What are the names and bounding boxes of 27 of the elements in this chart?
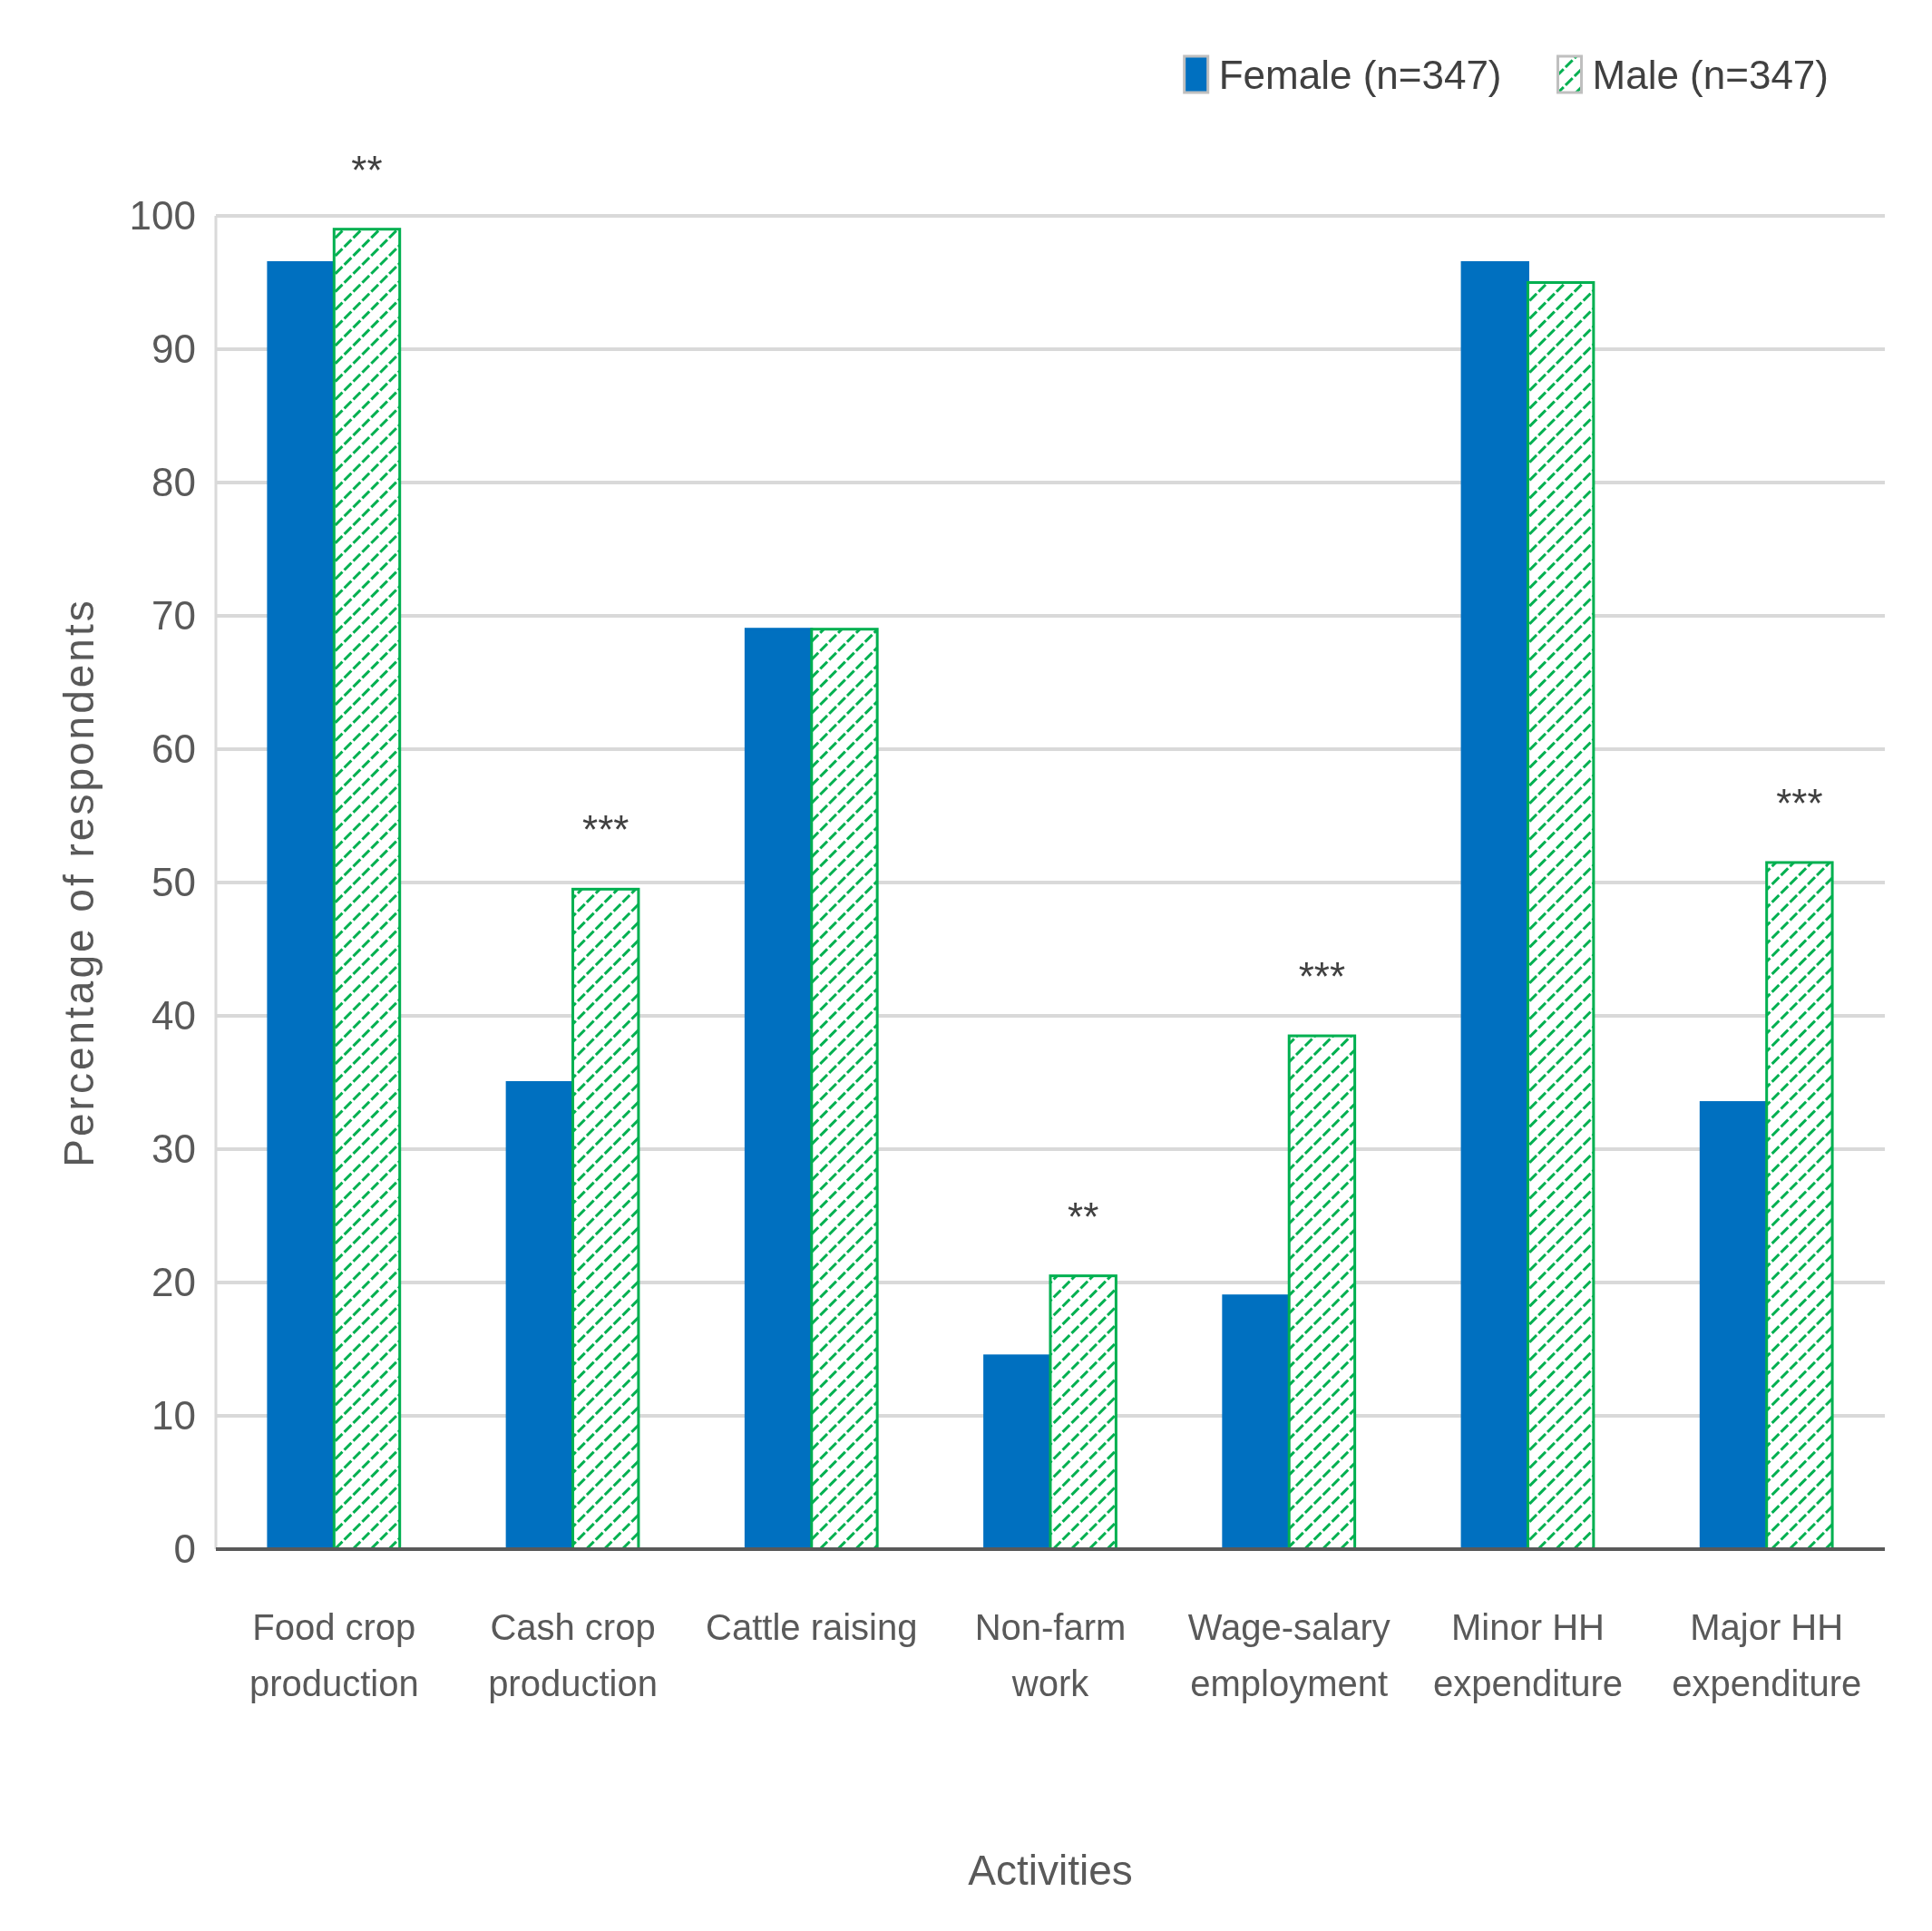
x-tick-label: Food crop production	[249, 1607, 419, 1703]
y-tick-label: 70	[151, 593, 196, 639]
legend-label: Female (n=347)	[1218, 53, 1502, 97]
y-tick-label: 40	[151, 993, 196, 1039]
legend-label: Male (n=347)	[1592, 53, 1830, 97]
y-tick-label: 10	[151, 1393, 196, 1438]
x-axis-title: Activities	[968, 1847, 1133, 1894]
y-tick-label: 0	[173, 1526, 196, 1572]
x-tick-label: Non-farm work	[974, 1607, 1127, 1703]
y-tick-label: 60	[151, 727, 196, 772]
x-tick-label: Cattle raising	[706, 1607, 918, 1647]
x-tick-label: Wage-salary employment	[1187, 1607, 1390, 1703]
y-tick-label: 30	[151, 1126, 196, 1172]
y-tick-label: 80	[151, 460, 196, 505]
y-tick-label: 90	[151, 327, 196, 372]
x-tick-label: Major HH expenditure	[1672, 1607, 1862, 1703]
annotation: **	[351, 147, 383, 192]
annotation: ***	[582, 807, 629, 853]
y-tick-label: 20	[151, 1260, 196, 1305]
y-axis-title: Percentage of respondents	[55, 598, 102, 1167]
x-tick-label: Minor HH expenditure	[1432, 1607, 1623, 1703]
y-tick-label: 50	[151, 860, 196, 905]
annotation: ***	[1776, 780, 1823, 825]
annotation: ***	[1298, 954, 1346, 1000]
y-tick-label: 100	[129, 193, 196, 239]
x-tick-label: Cash crop production	[488, 1607, 658, 1703]
annotation: **	[1068, 1194, 1099, 1239]
